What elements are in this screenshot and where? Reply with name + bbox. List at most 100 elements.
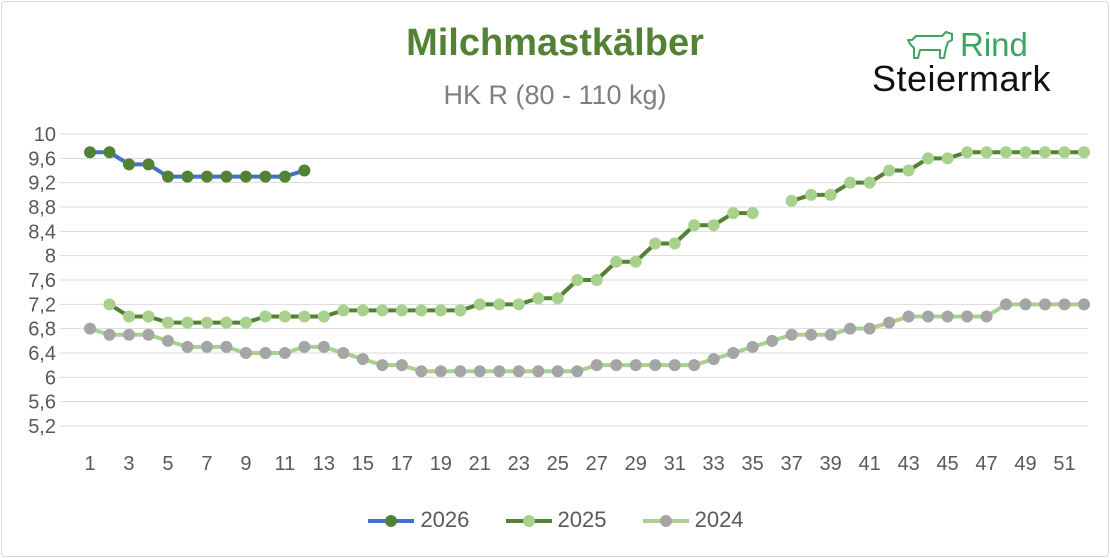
data-point-2025 xyxy=(922,152,935,165)
data-point-2025 xyxy=(941,152,954,165)
data-point-2024 xyxy=(610,359,623,372)
data-point-2026 xyxy=(122,158,135,171)
data-point-2026 xyxy=(200,170,213,183)
data-point-2025 xyxy=(1000,146,1013,159)
y-tick-label: 6 xyxy=(45,367,56,389)
data-point-2026 xyxy=(142,158,155,171)
x-tick-label: 45 xyxy=(936,453,958,475)
data-point-2024 xyxy=(707,353,720,366)
legend-item-2026: 2026 xyxy=(366,507,469,533)
data-point-2025 xyxy=(883,164,896,177)
data-point-2026 xyxy=(298,164,311,177)
x-tick-label: 9 xyxy=(240,453,251,475)
x-tick-label: 7 xyxy=(201,453,212,475)
data-point-2024 xyxy=(395,359,408,372)
chart-subtitle: HK R (80 - 110 kg) xyxy=(443,80,667,110)
data-point-2024 xyxy=(337,347,350,359)
data-point-2024 xyxy=(317,340,330,353)
chart-title: Milchmastkälber xyxy=(406,22,704,64)
y-tick-label: 7,2 xyxy=(28,294,56,316)
chart-legend: 2026 2025 2024 xyxy=(0,506,1110,533)
legend-swatch-2025 xyxy=(505,515,552,528)
data-point-2024 xyxy=(629,359,642,372)
data-point-2025 xyxy=(142,310,155,323)
data-point-2024 xyxy=(278,347,291,359)
data-point-2024 xyxy=(785,328,798,341)
legend-label-2024: 2024 xyxy=(694,507,744,533)
data-point-2026 xyxy=(181,170,194,183)
data-point-2024 xyxy=(415,365,428,378)
data-point-2026 xyxy=(220,170,233,183)
data-point-2025 xyxy=(688,219,701,232)
data-point-2025 xyxy=(668,237,681,250)
x-tick-label: 13 xyxy=(313,453,335,475)
x-tick-label: 35 xyxy=(742,453,764,475)
data-point-2024 xyxy=(181,340,194,353)
y-tick-label: 6,4 xyxy=(28,343,56,365)
data-point-2025 xyxy=(298,310,311,323)
data-point-2024 xyxy=(103,328,116,341)
data-point-2024 xyxy=(473,365,486,378)
legend-swatch-2026 xyxy=(368,515,415,528)
data-point-2024 xyxy=(727,347,740,359)
data-point-2025 xyxy=(785,194,798,207)
rind-steiermark-logo: Rind Steiermark xyxy=(872,26,1062,99)
x-tick-label: 3 xyxy=(123,453,134,475)
data-point-2024 xyxy=(1000,298,1013,311)
data-point-2024 xyxy=(590,359,603,372)
data-point-2025 xyxy=(181,316,194,329)
y-tick-label: 8 xyxy=(45,246,56,268)
data-point-2024 xyxy=(961,310,974,323)
data-point-2024 xyxy=(200,340,213,353)
data-point-2025 xyxy=(415,304,428,317)
data-point-2024 xyxy=(532,365,545,378)
data-point-2024 xyxy=(688,359,701,372)
x-tick-label: 43 xyxy=(897,453,919,475)
data-point-2024 xyxy=(220,340,233,353)
x-tick-label: 39 xyxy=(820,453,842,475)
x-tick-label: 15 xyxy=(352,453,374,475)
data-point-2024 xyxy=(259,347,272,359)
data-point-2024 xyxy=(766,334,779,347)
x-tick-label: 25 xyxy=(547,453,569,475)
y-tick-label: 5,6 xyxy=(28,392,56,414)
data-point-2025 xyxy=(512,298,525,311)
y-tick-label: 6,8 xyxy=(28,319,56,341)
data-point-2025 xyxy=(551,292,564,305)
data-point-2024 xyxy=(980,310,993,323)
data-point-2024 xyxy=(454,365,467,378)
data-point-2025 xyxy=(103,298,116,311)
data-point-2024 xyxy=(883,316,896,329)
x-tick-label: 5 xyxy=(162,453,173,475)
data-point-2025 xyxy=(317,310,330,323)
data-point-2025 xyxy=(902,164,915,177)
data-point-2025 xyxy=(1019,146,1032,159)
series-line-2026 xyxy=(90,150,305,179)
data-point-2026 xyxy=(103,146,116,159)
data-point-2024 xyxy=(668,359,681,372)
data-point-2024 xyxy=(1039,298,1052,311)
data-point-2026 xyxy=(161,170,174,183)
data-point-2025 xyxy=(278,310,291,323)
x-tick-label: 19 xyxy=(430,453,452,475)
data-point-2025 xyxy=(122,310,135,323)
data-point-2024 xyxy=(142,328,155,341)
data-point-2024 xyxy=(434,365,447,378)
data-point-2024 xyxy=(239,347,252,359)
data-point-2025 xyxy=(746,207,759,220)
y-tick-label: 10 xyxy=(34,124,56,146)
data-point-2024 xyxy=(746,340,759,353)
series-line-2024 xyxy=(89,302,1084,374)
data-point-2024 xyxy=(298,340,311,353)
data-point-2026 xyxy=(259,170,272,183)
data-point-2025 xyxy=(356,304,369,317)
legend-item-2025: 2025 xyxy=(504,507,606,533)
cow-icon xyxy=(907,31,953,59)
data-point-2024 xyxy=(922,310,935,323)
data-point-2024 xyxy=(376,359,389,372)
data-point-2025 xyxy=(844,176,857,189)
x-tick-label: 37 xyxy=(781,453,803,475)
data-point-2026 xyxy=(84,146,96,159)
logo-word-steiermark: Steiermark xyxy=(872,58,1052,99)
data-point-2024 xyxy=(122,328,135,341)
